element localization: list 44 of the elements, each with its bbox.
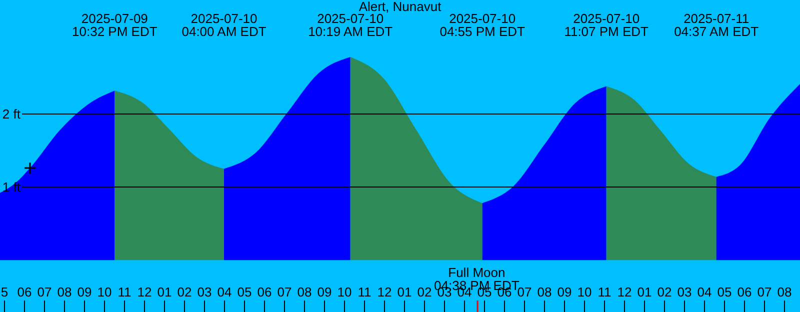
annotation: 2025-07-10 04:55 PM EDT <box>440 11 526 39</box>
x-tick-label: 05 <box>717 284 732 300</box>
x-tick-label: 02 <box>177 284 192 300</box>
y-tick-label: 2 ft <box>2 106 21 122</box>
x-tick-label: 08 <box>297 284 312 300</box>
annotation: 2025-07-10 10:19 AM EDT <box>308 11 393 39</box>
x-tick-label: 06 <box>17 284 32 300</box>
x-tick-label: 02 <box>657 284 672 300</box>
x-tick-label: 09 <box>317 284 332 300</box>
annotation: 2025-07-09 10:32 PM EDT <box>72 11 158 39</box>
x-tick-label: 01 <box>397 284 412 300</box>
x-tick-label: 07 <box>37 284 52 300</box>
x-tick-label: 10 <box>97 284 112 300</box>
x-tick-label: 07 <box>517 284 532 300</box>
x-tick-label: 10 <box>337 284 352 300</box>
x-tick-label: 08 <box>57 284 72 300</box>
x-tick-label: 08 <box>777 284 792 300</box>
x-tick-label: 07 <box>277 284 292 300</box>
x-tick-label: 04 <box>217 284 232 300</box>
x-tick-label: 02 <box>417 284 432 300</box>
x-tick-label: 04 <box>697 284 712 300</box>
x-tick-label: 11 <box>598 284 612 300</box>
x-tick-label: 07 <box>757 284 772 300</box>
x-tick-label: 01 <box>157 284 172 300</box>
x-tick-label: 11 <box>358 284 372 300</box>
x-tick-label: 12 <box>377 284 392 300</box>
x-tick-label: 5 <box>0 284 8 300</box>
x-tick-label: 01 <box>637 284 652 300</box>
annotation: 2025-07-10 11:07 PM EDT <box>564 11 649 39</box>
x-tick-label: 05 <box>237 284 252 300</box>
x-tick-label: 06 <box>257 284 272 300</box>
x-tick-label: 10 <box>577 284 592 300</box>
x-tick-label: 12 <box>617 284 632 300</box>
x-tick-label: 03 <box>197 284 212 300</box>
x-tick-label: 09 <box>77 284 92 300</box>
x-tick-label: 12 <box>137 284 152 300</box>
annotation: 2025-07-11 04:37 AM EDT <box>674 11 759 39</box>
x-tick-label: 08 <box>537 284 552 300</box>
annotation: 2025-07-10 04:00 AM EDT <box>182 11 266 39</box>
x-tick-label: 06 <box>737 284 752 300</box>
x-tick-label: 03 <box>677 284 692 300</box>
x-tick-label: 09 <box>557 284 572 300</box>
x-tick-label: 11 <box>118 284 132 300</box>
chart-title: Alert, Nunavut <box>358 0 442 14</box>
